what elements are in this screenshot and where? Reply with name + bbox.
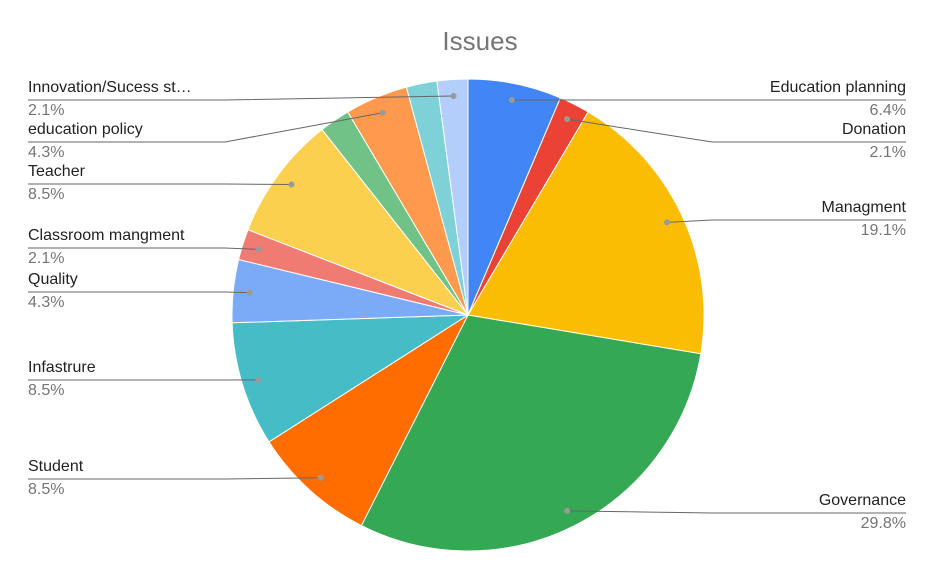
leader-dot: [508, 96, 515, 103]
pie-slice: [467, 111, 705, 355]
leader-line: [28, 291, 250, 294]
leader-dot: [317, 474, 324, 481]
slice-label: education policy: [28, 121, 143, 138]
pie-slice: [231, 314, 470, 443]
slice-label: Quality: [28, 271, 78, 288]
leader-line: [567, 118, 906, 143]
slice-value-label: 8.5%: [28, 481, 64, 498]
slice-label: Classroom mangment: [28, 227, 185, 244]
slice-value-label: 19.1%: [861, 222, 906, 239]
leader-line: [28, 477, 321, 480]
pie-slice: [436, 78, 469, 316]
pie-slice: [268, 313, 470, 527]
leader-dot: [255, 246, 262, 253]
leader-dot: [246, 289, 253, 296]
slice-label: Managment: [822, 199, 907, 216]
leader-dot: [450, 92, 457, 99]
slice-value-label: 2.1%: [870, 144, 906, 161]
leader-dot: [663, 219, 670, 226]
slice-value-label: 4.3%: [28, 294, 64, 311]
leader-dot: [255, 376, 262, 383]
slice-value-label: 8.5%: [28, 382, 64, 399]
leader-dot: [379, 109, 386, 116]
leader-line: [28, 95, 454, 101]
leader-line: [28, 112, 383, 143]
slice-label: Student: [28, 458, 84, 475]
slice-value-label: 2.1%: [28, 250, 64, 267]
slice-label: Donation: [842, 121, 906, 138]
leader-dot: [288, 181, 295, 188]
slice-label: Governance: [819, 492, 906, 509]
pie-slice: [247, 128, 470, 317]
chart-title: Issues: [442, 26, 517, 56]
slice-value-label: 6.4%: [870, 102, 906, 119]
leader-dot: [564, 507, 571, 514]
slice-value-label: 4.3%: [28, 144, 64, 161]
leader-dot: [564, 116, 571, 123]
leader-line: [666, 219, 906, 223]
slice-label: Infastrure: [28, 359, 96, 376]
leader-line: [567, 510, 906, 514]
slice-label: Innovation/Sucess st…: [28, 79, 192, 96]
slice-label: Teacher: [28, 163, 86, 180]
leader-line: [28, 247, 259, 250]
slice-value-label: 29.8%: [861, 515, 906, 532]
slice-value-label: 8.5%: [28, 186, 64, 203]
pie-slice: [360, 314, 702, 552]
slice-label: Education planning: [770, 79, 906, 96]
slice-value-label: 2.1%: [28, 102, 64, 119]
